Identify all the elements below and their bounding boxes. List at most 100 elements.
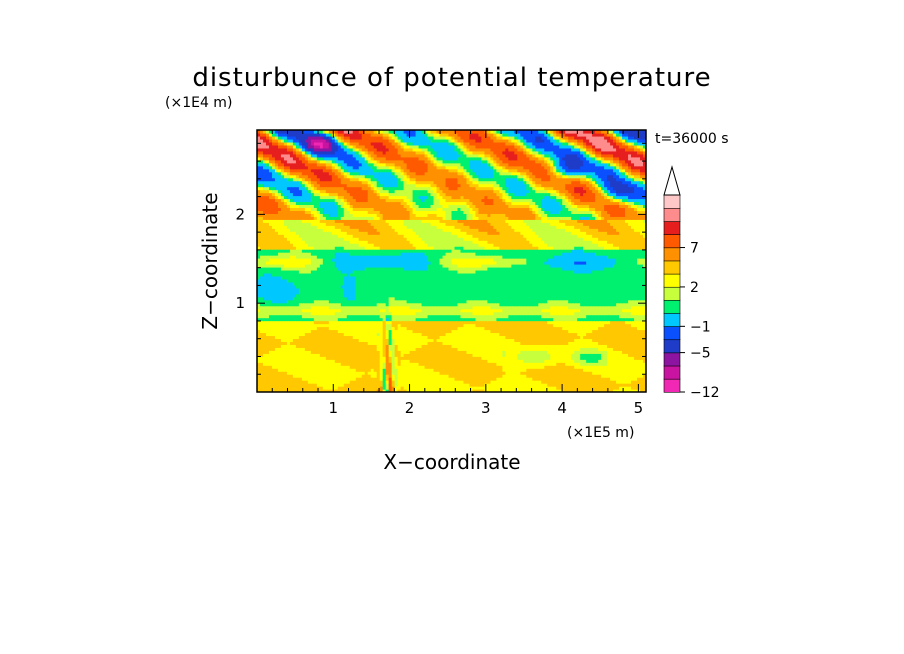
field-cell: [364, 386, 369, 390]
field-cell: [257, 365, 261, 369]
field-cell: [493, 368, 497, 372]
field-cell: [586, 365, 590, 369]
field-cell: [502, 371, 506, 375]
field-cell: [355, 362, 360, 366]
field-cell: [262, 359, 267, 363]
field-cell: [565, 368, 569, 372]
field-cell: [445, 362, 450, 366]
field-cell: [391, 374, 396, 378]
field-cell: [298, 359, 303, 363]
field-cell: [622, 377, 626, 381]
field-cell: [502, 383, 506, 387]
field-cell: [340, 365, 345, 369]
field-cell: [403, 380, 408, 384]
field-cell: [319, 374, 324, 378]
field-cell: [568, 389, 572, 392]
field-cell: [304, 374, 309, 378]
field-cell: [427, 377, 432, 381]
field-cell: [502, 365, 506, 369]
field-cell: [358, 386, 363, 390]
field-cell: [574, 362, 578, 366]
field-cell: [451, 377, 456, 381]
field-cell: [274, 386, 279, 390]
field-cell: [301, 374, 306, 378]
field-cell: [454, 380, 459, 384]
field-cell: [409, 383, 414, 387]
field-cell: [343, 368, 348, 372]
field-cell: [304, 365, 309, 369]
field-cell: [406, 380, 411, 384]
field-cell: [526, 380, 530, 384]
field-cell: [334, 365, 339, 369]
field-cell: [583, 380, 587, 384]
field-cell: [394, 362, 399, 366]
field-cell: [436, 368, 441, 372]
field-cell: [463, 380, 468, 384]
field-cell: [334, 380, 339, 384]
field-cell: [634, 377, 638, 381]
field-cell: [496, 389, 500, 392]
field-cell: [257, 383, 261, 387]
field-cell: [337, 359, 342, 363]
field-cell: [292, 371, 297, 375]
field-cell: [640, 365, 644, 369]
field-cell: [523, 380, 527, 384]
field-cell: [370, 374, 375, 378]
field-cell: [583, 362, 587, 366]
field-cell: [544, 365, 548, 369]
field-cell: [550, 386, 554, 390]
field-cell: [598, 368, 602, 372]
field-cell: [427, 359, 432, 363]
field-cell: [601, 383, 605, 387]
field-cell: [418, 389, 423, 392]
field-cell: [337, 374, 342, 378]
field-cell: [487, 368, 491, 372]
field-cell: [433, 365, 438, 369]
field-cell: [520, 380, 524, 384]
field-cell: [334, 389, 339, 392]
field-cell: [364, 359, 369, 363]
field-cell: [328, 359, 333, 363]
field-cell: [427, 380, 432, 384]
field-cell: [418, 377, 423, 381]
field-cell: [598, 389, 602, 392]
field-cell: [367, 365, 372, 369]
field-cell: [556, 380, 560, 384]
field-cell: [457, 389, 462, 392]
field-cell: [607, 374, 611, 378]
field-cell: [496, 377, 500, 381]
field-cell: [538, 371, 542, 375]
field-cell: [466, 368, 471, 372]
field-cell: [277, 380, 282, 384]
field-cell: [262, 383, 267, 387]
field-cell: [535, 374, 539, 378]
field-cell: [535, 362, 539, 366]
field-cell: [295, 377, 300, 381]
field-cell: [409, 377, 414, 381]
field-cell: [409, 365, 414, 369]
field-cell: [517, 365, 521, 369]
field-cell: [574, 377, 578, 381]
field-cell: [271, 380, 276, 384]
field-cell: [598, 377, 602, 381]
field-cell: [508, 377, 512, 381]
field-cell: [397, 374, 402, 378]
field-cell: [556, 383, 560, 387]
field-cell: [364, 368, 369, 372]
field-cell: [280, 374, 285, 378]
field-cell: [430, 389, 435, 392]
field-cell: [475, 362, 480, 366]
field-cell: [643, 371, 646, 375]
field-cell: [406, 368, 411, 372]
field-cell: [481, 374, 486, 378]
field-cell: [313, 374, 318, 378]
field-cell: [295, 371, 300, 375]
field-cell: [550, 380, 554, 384]
field-cell: [484, 380, 489, 384]
field-cell: [472, 383, 477, 387]
field-cell: [598, 374, 602, 378]
field-cell: [562, 371, 566, 375]
field-cell: [313, 377, 318, 381]
field-cell: [601, 374, 605, 378]
field-cell: [421, 374, 426, 378]
